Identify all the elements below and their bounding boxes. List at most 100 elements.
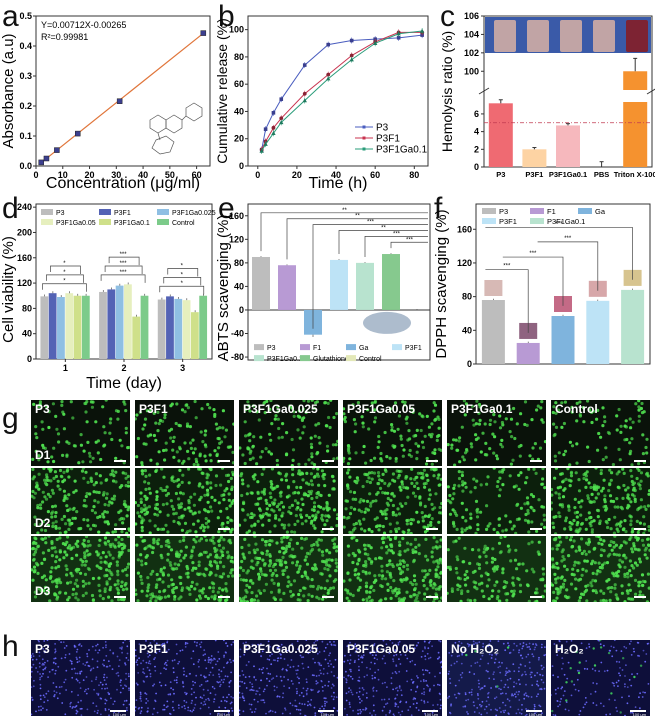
data-point bbox=[302, 91, 307, 96]
micrograph-P3F1Ga0.025-D3 bbox=[239, 536, 338, 602]
legend-swatch bbox=[41, 209, 53, 215]
nuclei-dots bbox=[135, 640, 234, 716]
bar-P3 bbox=[157, 299, 166, 359]
bar-P3F1Ga0.025 bbox=[57, 297, 65, 359]
y-tick-label: 80 bbox=[22, 303, 32, 313]
data-point bbox=[38, 159, 44, 166]
data-point bbox=[200, 30, 207, 36]
cell-dots bbox=[447, 468, 546, 534]
y-tick-label: 0.3 bbox=[19, 71, 32, 81]
panel-label-f: f bbox=[434, 192, 443, 225]
data-point bbox=[349, 57, 354, 62]
plot-frame bbox=[247, 203, 431, 361]
micrograph-column-label: P3 bbox=[35, 642, 50, 656]
significance-marker: * bbox=[63, 261, 66, 267]
legend-label: Glutathione bbox=[313, 356, 349, 363]
significance-marker: *** bbox=[120, 270, 128, 276]
nuclei-dots bbox=[239, 640, 338, 716]
significance-bracket bbox=[537, 241, 599, 291]
cell-dots bbox=[31, 400, 130, 465]
x-tick-label: 20 bbox=[292, 170, 302, 180]
y-tick-label: 60 bbox=[234, 79, 244, 89]
micrograph-column-label: P3F1Ga0.05 bbox=[347, 402, 416, 416]
y-tick-label: -80 bbox=[231, 352, 244, 362]
micrograph-column-label: P3F1 bbox=[139, 402, 168, 416]
tube-photo bbox=[593, 20, 615, 52]
y-tick-label: 20 bbox=[234, 134, 244, 144]
legend-label: P3F1 bbox=[405, 345, 422, 352]
x-tick-label: 60 bbox=[192, 170, 202, 180]
plot-frame bbox=[35, 15, 211, 167]
legend-label: P3F1Ga0.05 bbox=[56, 220, 96, 227]
bar-P3 bbox=[252, 256, 270, 310]
y-tick-label: 40 bbox=[234, 106, 244, 116]
x-tick-label: 50 bbox=[165, 170, 175, 180]
significance-marker: *** bbox=[555, 222, 563, 228]
significance-marker: *** bbox=[120, 261, 128, 267]
x-tick-label: P3 bbox=[496, 170, 505, 179]
legend-label: P3 bbox=[376, 123, 389, 134]
chart-a-calibration: 0.0 0.1 0.2 0.3 0.4 0.5 0 10 20 30 40 50 60 Y=0.00712… bbox=[0, 11, 211, 192]
legend-label: P3F1 bbox=[114, 210, 131, 217]
y-tick-label: 120 bbox=[17, 278, 32, 288]
x-tick-label: 40 bbox=[138, 170, 148, 180]
y-tick-label: 104 bbox=[464, 29, 479, 39]
axis-break-mark bbox=[646, 88, 655, 95]
micrograph-P3F1Ga0.05-D2 bbox=[343, 468, 442, 534]
sugar-ring bbox=[151, 135, 175, 155]
tube-photo bbox=[527, 20, 549, 52]
micrograph-column-label: H₂O₂ bbox=[555, 642, 584, 656]
x-tick-label: Triton X-100 bbox=[614, 170, 655, 179]
data-point bbox=[279, 97, 284, 101]
data-point bbox=[326, 42, 331, 47]
x-axis-label: Time (h) bbox=[309, 175, 368, 192]
bar-Control bbox=[81, 295, 90, 359]
scale-bar bbox=[110, 710, 126, 712]
legend-swatch bbox=[157, 219, 169, 225]
legend-label: Control bbox=[359, 356, 382, 363]
micrograph-column-label: Control bbox=[555, 402, 598, 416]
y-tick-label: 2 bbox=[474, 144, 479, 154]
significance-bracket bbox=[159, 285, 205, 295]
significance-bracket bbox=[163, 277, 202, 286]
significance-marker: * bbox=[181, 281, 184, 287]
legend-swatch bbox=[578, 208, 592, 214]
bar-P3F1 bbox=[48, 293, 57, 359]
series-line-P3F1 bbox=[261, 31, 423, 150]
y-tick-label: 80 bbox=[462, 292, 472, 302]
cell-dots bbox=[135, 400, 234, 466]
y-tick-label: 80 bbox=[234, 52, 244, 62]
data-point bbox=[349, 38, 354, 43]
data-point bbox=[279, 120, 284, 125]
significance-marker: *** bbox=[393, 231, 401, 237]
legend-swatch bbox=[392, 344, 402, 351]
tube-photo-inset bbox=[363, 311, 411, 334]
data-point bbox=[302, 63, 307, 67]
panel-label-e: e bbox=[218, 192, 235, 225]
y-axis-label: Cumulative release (%) bbox=[215, 18, 230, 164]
significance-marker: * bbox=[181, 272, 184, 278]
micrograph-P3-D1: P3 D1 bbox=[31, 400, 130, 466]
scale-bar bbox=[218, 596, 230, 598]
legend-swatch bbox=[346, 344, 356, 351]
cell-dots bbox=[343, 468, 442, 534]
cell-dots bbox=[551, 468, 650, 534]
micrograph-column-label: P3F1Ga0.025 bbox=[243, 642, 318, 656]
significance-bracket bbox=[485, 227, 633, 280]
chemical-structure-inset bbox=[149, 102, 203, 155]
scale-bar-label: 100 μm bbox=[320, 712, 334, 716]
data-point bbox=[259, 148, 264, 153]
data-point bbox=[116, 98, 123, 104]
cell-dots bbox=[31, 536, 130, 602]
panel-label-d: d bbox=[2, 192, 19, 225]
bar-P3 bbox=[481, 300, 505, 364]
ros-micrograph-0: P3 100 μm bbox=[31, 640, 130, 716]
bar-P3F1Ga0.025 bbox=[115, 285, 124, 359]
bar-P3F1 bbox=[107, 289, 116, 359]
significance-marker: * bbox=[63, 270, 66, 276]
legend-swatch bbox=[346, 355, 356, 362]
r-squared-annotation: R²=0.99981 bbox=[41, 32, 88, 42]
scale-bar bbox=[318, 710, 334, 712]
